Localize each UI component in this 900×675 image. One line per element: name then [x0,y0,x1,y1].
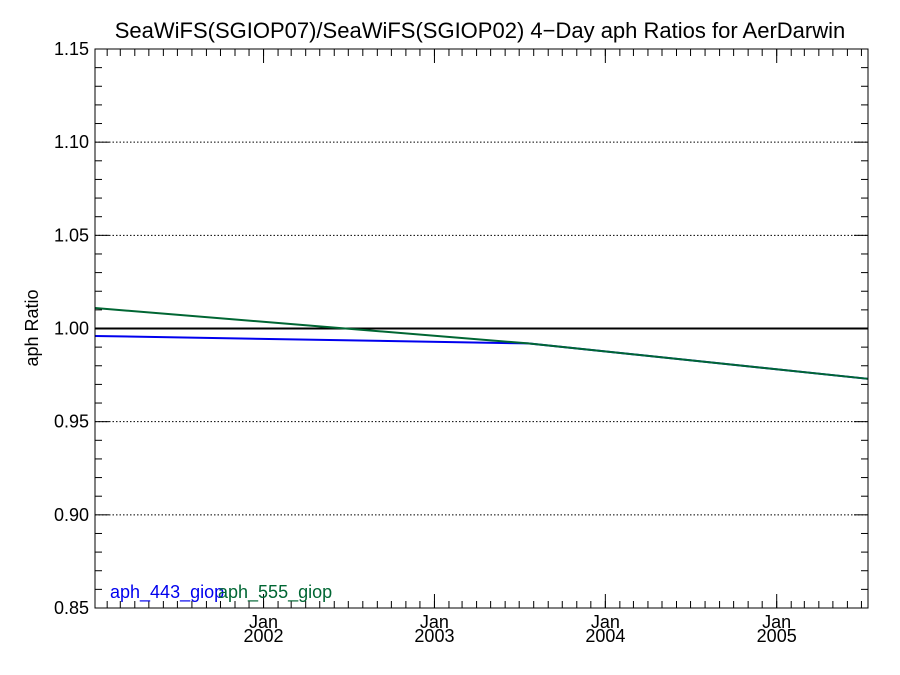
y-minor-ticks [95,67,868,590]
series-line-aph_443_giop [94,334,869,380]
legend-entry: aph_555_giop [218,582,332,603]
x-tick-year: 2004 [585,626,625,646]
x-minor-ticks [106,49,862,608]
y-tick-label: 1.05 [54,225,89,245]
x-tick-month: Jan [762,612,791,632]
x-tick-year: 2003 [414,626,454,646]
chart-title: SeaWiFS(SGIOP07)/SeaWiFS(SGIOP02) 4−Day … [115,18,846,43]
x-tick-month: Jan [249,612,278,632]
y-tick-label: 0.95 [54,412,89,432]
x-tick-year: 2002 [244,626,284,646]
x-tick-year: 2005 [757,626,797,646]
y-tick-label: 0.90 [54,505,89,525]
y-tick-label: 1.15 [54,39,89,59]
y-tick-label: 1.10 [54,132,89,152]
y-tick-label: 1.00 [54,319,89,339]
series-line-aph_555_giop [94,307,869,380]
series-lines [94,307,869,380]
y-tick-labels: 0.85 0.90 0.95 1.00 1.05 1.10 1.15 [54,39,868,618]
x-tick-month: Jan [591,612,620,632]
legend-entry: aph_443_giop [110,582,224,603]
y-axis-label: aph Ratio [22,289,42,366]
y-tick-label: 0.85 [54,598,89,618]
x-tick-month: Jan [420,612,449,632]
